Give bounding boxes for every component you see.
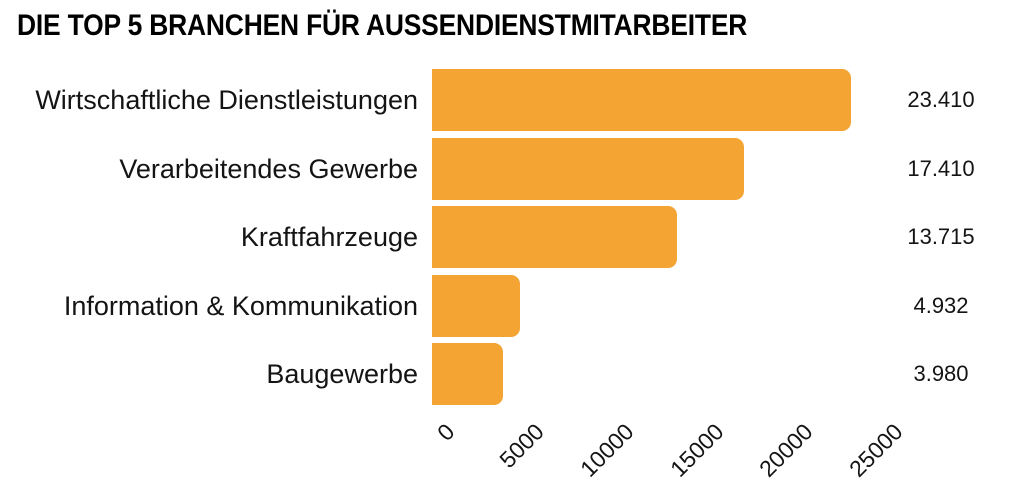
value-label: 3.980 [913,361,969,386]
bar [432,69,851,131]
chart-title: DIE TOP 5 BRANCHEN FÜR AUSSENDIENSTMITAR… [17,9,748,42]
x-axis-tick-label: 20000 [754,418,818,482]
bar [432,137,744,200]
bar [432,274,521,337]
category-label: Baugewerbe [266,359,418,389]
value-label: 17.410 [907,155,975,181]
value-label: 23.410 [907,87,975,112]
value-label: 13.715 [907,224,975,249]
bar [432,343,504,405]
x-axis-tick-label: 25000 [843,418,908,482]
bar [432,206,678,268]
x-axis-tick-label: 5000 [494,418,550,473]
x-axis-tick-label: 10000 [575,418,639,482]
value-label: 4.932 [913,292,969,318]
category-label: Verarbeitendes Gewerbe [119,153,418,184]
x-axis-tick-label: 15000 [664,418,729,482]
category-label: Wirtschaftliche Dienstleistungen [35,85,418,115]
category-label: Kraftfahrzeuge [240,222,418,252]
x-axis-tick-label: 0 [432,418,460,446]
category-label: Information & Kommunikation [63,290,418,321]
